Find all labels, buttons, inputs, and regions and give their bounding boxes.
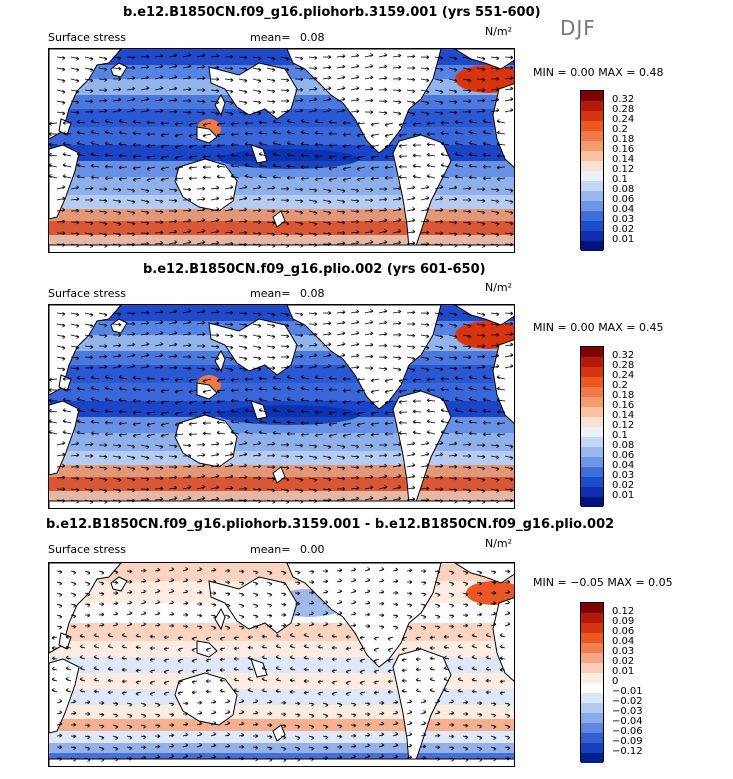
- panel-1-max-value: 0.48: [638, 66, 664, 79]
- panel-1-min-label: MIN =: [533, 66, 567, 79]
- colorbar-level-label: 0.12: [612, 420, 635, 431]
- colorbar-level-label: −0.06: [612, 726, 643, 737]
- panel-2-min-value: 0.00: [570, 321, 595, 334]
- colorbar-level-label: 0.28: [612, 360, 635, 371]
- colorbar-level-label: 0.01: [612, 666, 635, 677]
- colorbar-level-label: 0.2: [612, 380, 628, 391]
- panel-1-variable-label: Surface stress: [48, 31, 126, 44]
- colorbar-level-label: 0.32: [612, 94, 635, 105]
- panel-2-mean-label: mean=: [250, 287, 291, 300]
- panel-2-mean-value: 0.08: [300, 287, 325, 300]
- panel-1-units: N/m²: [485, 25, 513, 38]
- colorbar-level-label: 0.01: [612, 234, 635, 245]
- colorbar-level-label: 0.03: [612, 646, 635, 657]
- panel-3-title: b.e12.B1850CN.f09_g16.pliohorb.3159.001 …: [46, 517, 615, 532]
- panel-3-mean-label: mean=: [250, 543, 291, 556]
- colorbar-level-label: 0.06: [612, 194, 635, 205]
- colorbar-level-label: 0.06: [612, 450, 635, 461]
- colorbar-level-label: 0.12: [612, 606, 635, 617]
- colorbar-level-label: 0.08: [612, 440, 635, 451]
- colorbar-level-label: 0.1: [612, 174, 628, 185]
- colorbar-level-label: 0.04: [612, 460, 635, 471]
- panel-2-max-value: 0.45: [638, 321, 664, 334]
- colorbar-level-label: −0.02: [612, 696, 643, 707]
- colorbar-level-label: 0.09: [612, 616, 635, 627]
- panel-1-mean-label: mean=: [250, 31, 291, 44]
- panel-3-max-label: MAX =: [607, 576, 645, 589]
- panel-2-minmax: MIN = 0.00 MAX = 0.45: [533, 321, 663, 334]
- colorbar-level-label: 0.03: [612, 470, 635, 481]
- panel-3-colorbar: [580, 602, 604, 763]
- panel-3-min-value: −0.05: [570, 576, 604, 589]
- panel-2-max-label: MAX =: [598, 321, 636, 334]
- colorbar-level-label: 0.02: [612, 224, 635, 235]
- panel-3-map: [48, 562, 515, 767]
- colorbar-level-label: 0.14: [612, 154, 635, 165]
- panel-2-map: [48, 304, 515, 509]
- colorbar-level-label: 0.01: [612, 490, 635, 501]
- panel-3-max-value: 0.05: [648, 576, 673, 589]
- panel-2-title: b.e12.B1850CN.f09_g16.plio.002 (yrs 601-…: [143, 262, 486, 277]
- panel-1-mean-value: 0.08: [300, 31, 325, 44]
- colorbar-level-label: −0.04: [612, 716, 643, 727]
- panel-3-units: N/m²: [485, 537, 513, 550]
- panel-2-units: N/m²: [485, 281, 513, 294]
- season-label: DJF: [560, 16, 596, 40]
- panel-2-min-label: MIN =: [533, 321, 567, 334]
- panel-1-min-value: 0.00: [570, 66, 595, 79]
- colorbar-level-label: 0.04: [612, 204, 635, 215]
- colorbar-level-label: 0.1: [612, 430, 628, 441]
- panel-1-minmax: MIN = 0.00 MAX = 0.48: [533, 66, 663, 79]
- colorbar-level-label: 0.02: [612, 480, 635, 491]
- colorbar-level-label: 0.24: [612, 114, 635, 125]
- colorbar-level-label: 0.06: [612, 626, 635, 637]
- colorbar-level-label: 0.2: [612, 124, 628, 135]
- colorbar-level-label: 0.16: [612, 144, 635, 155]
- colorbar-level-label: 0.24: [612, 370, 635, 381]
- panel-3-variable-label: Surface stress: [48, 543, 126, 556]
- colorbar-level-label: −0.12: [612, 746, 643, 757]
- colorbar-level-label: 0.04: [612, 636, 635, 647]
- colorbar-level-label: 0.14: [612, 410, 635, 421]
- colorbar-level-label: 0.02: [612, 656, 635, 667]
- panel-3-minmax: MIN = −0.05 MAX = 0.05: [533, 576, 673, 589]
- colorbar-level-label: 0.16: [612, 400, 635, 411]
- panel-1-max-label: MAX =: [598, 66, 636, 79]
- panel-2-variable-label: Surface stress: [48, 287, 126, 300]
- colorbar-level-label: −0.09: [612, 736, 643, 747]
- colorbar-level-label: 0.28: [612, 104, 635, 115]
- colorbar-level-label: 0.03: [612, 214, 635, 225]
- colorbar-level-label: −0.03: [612, 706, 643, 717]
- colorbar-level-label: 0.18: [612, 390, 635, 401]
- panel-3-min-label: MIN =: [533, 576, 567, 589]
- panel-3-mean-value: 0.00: [300, 543, 325, 556]
- colorbar-level-label: 0.18: [612, 134, 635, 145]
- colorbar-level-label: 0.12: [612, 164, 635, 175]
- panel-1-title: b.e12.B1850CN.f09_g16.pliohorb.3159.001 …: [123, 5, 541, 20]
- colorbar-level-label: 0.08: [612, 184, 635, 195]
- panel-1-map: [48, 48, 515, 253]
- panel-2-colorbar: [580, 346, 604, 507]
- panel-1-colorbar: [580, 90, 604, 251]
- colorbar-level-label: 0: [612, 676, 619, 687]
- colorbar-level-label: −0.01: [612, 686, 643, 697]
- colorbar-level-label: 0.32: [612, 350, 635, 361]
